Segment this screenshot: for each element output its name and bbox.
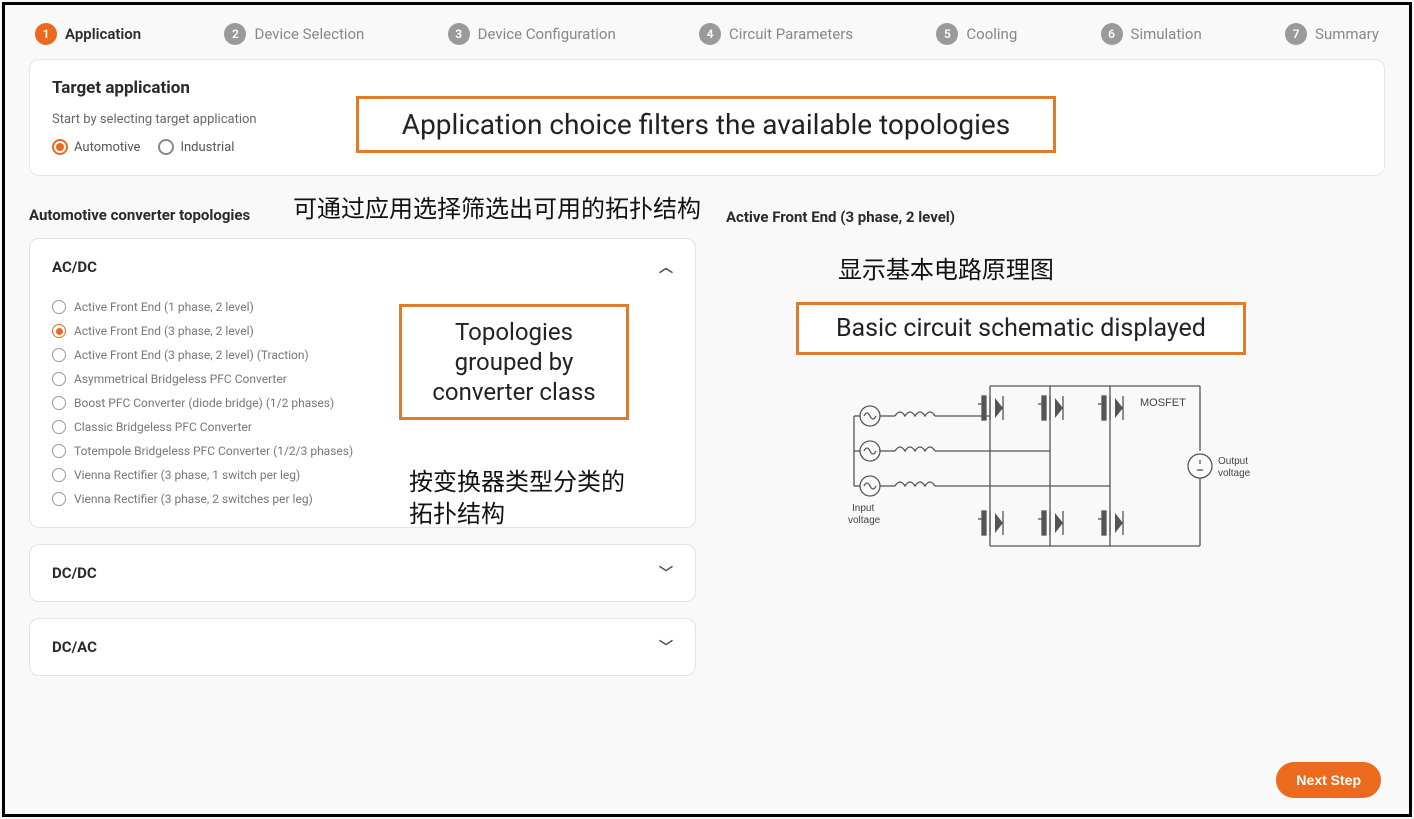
radio-label: Automotive — [74, 140, 140, 155]
step-device-configuration[interactable]: 3 Device Configuration — [448, 23, 616, 45]
radio-icon — [52, 492, 66, 506]
topology-label: Vienna Rectifier (3 phase, 1 switch per … — [74, 468, 300, 482]
radio-icon — [158, 139, 174, 155]
topology-label: Active Front End (3 phase, 2 level) (Tra… — [74, 348, 309, 362]
chevron-up-icon: ︿ — [659, 257, 673, 277]
radio-icon — [52, 300, 66, 314]
step-label: Device Selection — [254, 25, 364, 43]
radio-icon — [52, 139, 68, 155]
step-summary[interactable]: 7 Summary — [1285, 23, 1379, 45]
next-step-button[interactable]: Next Step — [1276, 762, 1381, 798]
accordion-header[interactable]: AC/DC ︿ — [30, 239, 695, 295]
accordion-title: DC/DC — [52, 564, 97, 582]
annotation-top-en: Application choice filters the available… — [356, 96, 1056, 153]
topology-label: Totempole Bridgeless PFC Converter (1/2/… — [74, 444, 353, 458]
radio-icon — [52, 396, 66, 410]
svg-text:voltage: voltage — [848, 515, 881, 526]
radio-industrial[interactable]: Industrial — [158, 139, 234, 155]
accordion-header[interactable]: DC/DC ﹀ — [30, 545, 695, 601]
step-label: Device Configuration — [478, 25, 616, 43]
accordion-header[interactable]: DC/AC ﹀ — [30, 619, 695, 675]
accordion-title: DC/AC — [52, 638, 97, 656]
radio-automotive[interactable]: Automotive — [52, 139, 140, 155]
step-device-selection[interactable]: 2 Device Selection — [224, 23, 364, 45]
target-application-card: Target application Start by selecting ta… — [29, 59, 1385, 176]
annotation-left-en: Topologies grouped by converter class — [399, 304, 629, 420]
step-number: 1 — [35, 23, 57, 45]
step-number: 2 — [224, 23, 246, 45]
topology-option[interactable]: Totempole Bridgeless PFC Converter (1/2/… — [52, 439, 673, 463]
circuit-schematic: MOSFET Output voltage Input voltage — [840, 376, 1270, 580]
step-simulation[interactable]: 6 Simulation — [1101, 23, 1202, 45]
schematic-output-label: Output — [1218, 456, 1248, 467]
schematic-panel: Active Front End (3 phase, 2 level) 显示基本… — [718, 206, 1385, 692]
annotation-left-cn: 按变换器类型分类的拓扑结构 — [409, 466, 629, 531]
accordion-title: AC/DC — [52, 258, 97, 276]
schematic-title: Active Front End (3 phase, 2 level) — [726, 208, 1385, 226]
step-cooling[interactable]: 5 Cooling — [936, 23, 1017, 45]
step-label: Summary — [1315, 25, 1379, 43]
radio-icon — [52, 348, 66, 362]
step-number: 7 — [1285, 23, 1307, 45]
topology-label: Classic Bridgeless PFC Converter — [74, 420, 252, 434]
schematic-input-label: Input — [852, 503, 874, 514]
topology-label: Vienna Rectifier (3 phase, 2 switches pe… — [74, 492, 313, 506]
annotation-right-cn: 显示基本电路原理图 — [838, 254, 1054, 286]
topology-list-panel: Automotive converter topologies AC/DC ︿ … — [29, 206, 696, 692]
step-number: 3 — [448, 23, 470, 45]
radio-icon — [52, 444, 66, 458]
radio-icon — [52, 324, 66, 338]
topology-label: Active Front End (1 phase, 2 level) — [74, 300, 254, 314]
step-label: Circuit Parameters — [729, 25, 853, 43]
step-label: Cooling — [966, 25, 1017, 43]
accordion-dcac: DC/AC ﹀ — [29, 618, 696, 676]
topology-label: Asymmetrical Bridgeless PFC Converter — [74, 372, 287, 386]
step-label: Application — [65, 25, 141, 43]
step-number: 4 — [699, 23, 721, 45]
section-title: Target application — [52, 78, 1362, 98]
accordion-dcdc: DC/DC ﹀ — [29, 544, 696, 602]
step-number: 5 — [936, 23, 958, 45]
chevron-down-icon: ﹀ — [659, 563, 673, 583]
step-application[interactable]: 1 Application — [35, 23, 141, 45]
panel-title: Automotive converter topologies — [29, 206, 696, 224]
radio-icon — [52, 372, 66, 386]
schematic-device-label: MOSFET — [1140, 397, 1186, 409]
svg-text:voltage: voltage — [1218, 468, 1251, 479]
radio-icon — [52, 420, 66, 434]
radio-label: Industrial — [180, 140, 234, 155]
radio-icon — [52, 468, 66, 482]
step-circuit-parameters[interactable]: 4 Circuit Parameters — [699, 23, 853, 45]
topology-label: Boost PFC Converter (diode bridge) (1/2 … — [74, 396, 334, 410]
step-number: 6 — [1101, 23, 1123, 45]
annotation-right-en: Basic circuit schematic displayed — [796, 302, 1246, 355]
chevron-down-icon: ﹀ — [659, 637, 673, 657]
wizard-stepper: 1 Application 2 Device Selection 3 Devic… — [5, 5, 1409, 59]
step-label: Simulation — [1131, 25, 1202, 43]
topology-label: Active Front End (3 phase, 2 level) — [74, 324, 254, 338]
